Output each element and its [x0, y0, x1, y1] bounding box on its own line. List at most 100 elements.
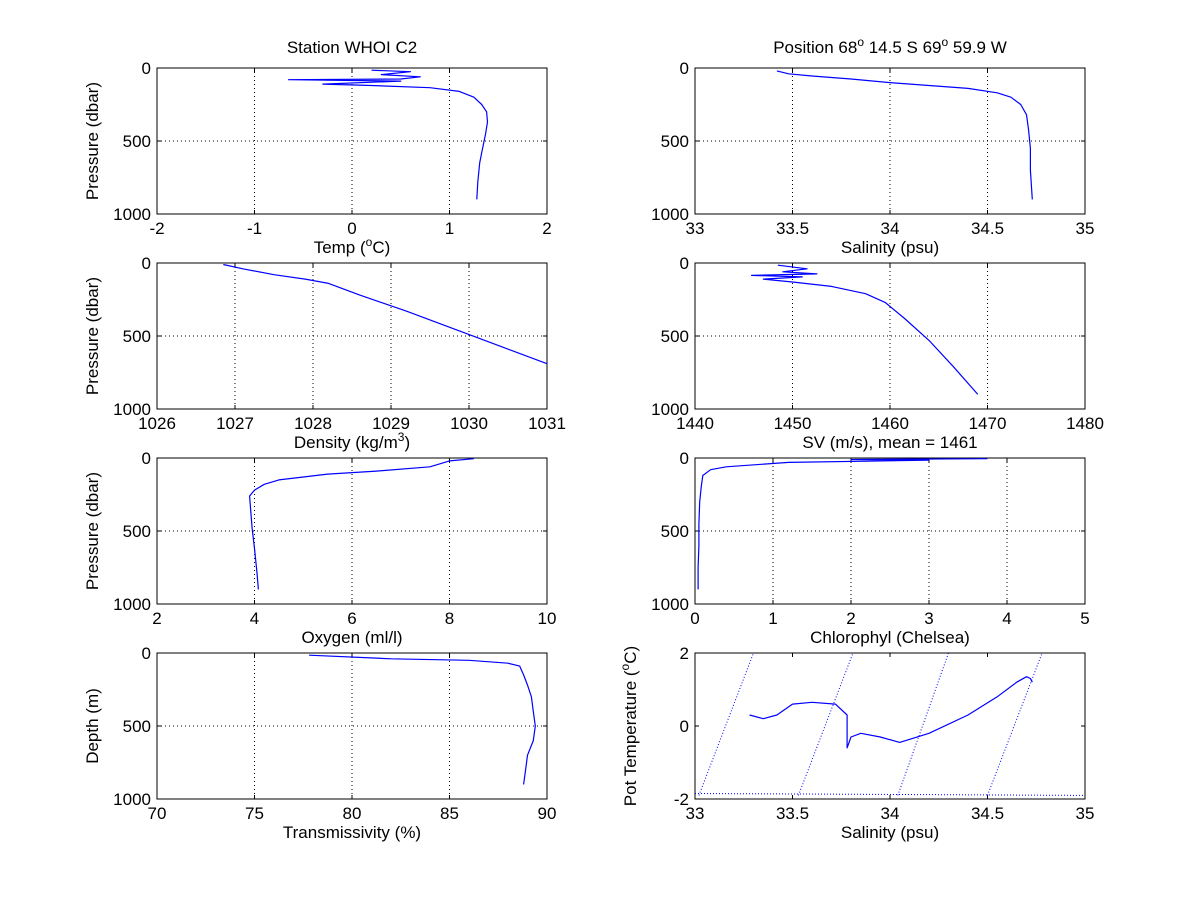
- x-axis-label: Temp (oC): [314, 235, 391, 257]
- y-tick-label: 1000: [113, 790, 151, 809]
- y-tick-label: 500: [661, 327, 689, 346]
- y-tick-label: 1000: [113, 400, 151, 419]
- y-tick-label: 1000: [651, 595, 689, 614]
- chart-title: Station WHOI C2: [287, 38, 417, 57]
- x-axis-label: Salinity (psu): [841, 238, 939, 257]
- x-tick-label: 90: [538, 804, 557, 823]
- y-tick-label: 500: [123, 327, 151, 346]
- panel-1: 33 33.5 34 34.5 35 0 500 1000 Position 68o 14.5 …: [651, 35, 1094, 257]
- axes-frame: [694, 457, 1086, 605]
- x-tick-label: 33: [686, 219, 705, 238]
- y-tick-label: 500: [123, 522, 151, 541]
- profile-line: [750, 264, 979, 395]
- chart-title: Position 68o 14.5 S 69o 59.9 W: [773, 35, 1007, 57]
- x-tick-label: 35: [1076, 804, 1095, 823]
- axes-frame: [694, 652, 1086, 800]
- profile-line: [749, 676, 1033, 749]
- y-tick-label: 0: [142, 644, 151, 663]
- x-axis-label: Transmissivity (%): [283, 823, 421, 842]
- y-axis-label: Pressure (dbar): [83, 82, 102, 200]
- x-tick-label: 75: [245, 804, 264, 823]
- y-axis-label: Pot Temperature (oC): [618, 646, 640, 806]
- profile-line: [309, 654, 536, 785]
- y-tick-label: -2: [674, 790, 689, 809]
- x-tick-label: 1029: [372, 414, 410, 433]
- density-contour-line: [694, 793, 1086, 796]
- y-tick-label: 1000: [113, 595, 151, 614]
- x-axis-label: Chlorophyl (Chelsea): [810, 628, 970, 647]
- y-tick-label: 0: [680, 717, 689, 736]
- x-tick-label: 3: [924, 609, 933, 628]
- y-tick-label: 0: [680, 449, 689, 468]
- x-tick-label: 1480: [1066, 414, 1104, 433]
- x-tick-label: 33.5: [776, 804, 809, 823]
- y-tick-label: 0: [142, 59, 151, 78]
- panel-6: 70 75 80 85 90 0 500 1000 Transmissivity (%) Dept…: [83, 644, 556, 842]
- x-tick-label: 1031: [528, 414, 566, 433]
- x-tick-label: 34.5: [971, 804, 1004, 823]
- x-tick-label: 34: [881, 804, 900, 823]
- y-tick-label: 0: [142, 449, 151, 468]
- x-tick-label: 8: [445, 609, 454, 628]
- x-tick-label: 6: [347, 609, 356, 628]
- x-tick-label: 1460: [871, 414, 909, 433]
- y-tick-label: 500: [661, 132, 689, 151]
- x-tick-label: 2: [846, 609, 855, 628]
- x-tick-label: 33: [686, 804, 705, 823]
- x-tick-label: 0: [690, 609, 699, 628]
- panel-3: 1440 1450 1460 1470 1480 0 500 1000 SV (m/s), me…: [651, 254, 1104, 452]
- x-tick-label: 80: [343, 804, 362, 823]
- x-tick-label: 35: [1076, 219, 1095, 238]
- x-tick-label: 1026: [138, 414, 176, 433]
- x-tick-label: 1470: [969, 414, 1007, 433]
- x-tick-label: 2: [542, 219, 551, 238]
- panel-7: 33 33.5 34 34.5 35 -2 0 2 Salinity (psu) Pot Temp…: [618, 644, 1094, 842]
- profile-line: [223, 263, 548, 365]
- x-tick-label: 1028: [294, 414, 332, 433]
- x-axis-label: Oxygen (ml/l): [301, 628, 402, 647]
- density-contour-line: [987, 652, 1043, 796]
- x-tick-label: 1: [445, 219, 454, 238]
- y-tick-label: 0: [142, 254, 151, 273]
- x-tick-label: 70: [148, 804, 167, 823]
- x-tick-label: 5: [1080, 609, 1089, 628]
- x-tick-label: 4: [250, 609, 259, 628]
- y-tick-label: 500: [123, 132, 151, 151]
- profile-line: [249, 458, 474, 590]
- panel-2: 1026 1027 1028 1029 1030 1031 0 500 1000 Density …: [83, 254, 566, 452]
- panel-5: 0 1 2 3 4 5 0 500 1000 Chlorophyl (Chelsea): [651, 449, 1090, 647]
- x-tick-label: 2: [152, 609, 161, 628]
- y-tick-label: 0: [680, 254, 689, 273]
- y-tick-label: 500: [661, 522, 689, 541]
- x-tick-label: -2: [149, 219, 164, 238]
- y-axis-label: Pressure (dbar): [83, 277, 102, 395]
- density-contour-line: [797, 652, 854, 796]
- y-axis-label: Depth (m): [83, 688, 102, 764]
- x-tick-label: 34: [881, 219, 900, 238]
- x-tick-label: 1: [768, 609, 777, 628]
- profile-line: [776, 70, 1033, 200]
- profile-line: [288, 69, 489, 200]
- y-tick-label: 500: [123, 717, 151, 736]
- y-tick-label: 0: [680, 59, 689, 78]
- panel-4: 2 4 6 8 10 0 500 1000 Oxygen (ml/l) Pressure (dba…: [83, 449, 556, 647]
- profile-line: [697, 458, 988, 590]
- y-axis-label: Pressure (dbar): [83, 472, 102, 590]
- x-tick-label: 34.5: [971, 219, 1004, 238]
- y-tick-label: 2: [680, 644, 689, 663]
- y-tick-label: 1000: [651, 400, 689, 419]
- x-axis-label: SV (m/s), mean = 1461: [802, 433, 977, 452]
- x-tick-label: 4: [1002, 609, 1011, 628]
- panel-0: -2 -1 0 1 2 0 500 1000 Station WHOI C2 Temp (oC) P…: [83, 38, 552, 257]
- density-contour-line: [897, 652, 949, 796]
- x-tick-label: 33.5: [776, 219, 809, 238]
- x-tick-label: 0: [347, 219, 356, 238]
- x-tick-label: 1027: [216, 414, 254, 433]
- x-tick-label: 85: [440, 804, 459, 823]
- y-tick-label: 1000: [651, 205, 689, 224]
- x-tick-label: -1: [247, 219, 262, 238]
- y-tick-label: 1000: [113, 205, 151, 224]
- x-axis-label: Salinity (psu): [841, 823, 939, 842]
- x-tick-label: 1440: [676, 414, 714, 433]
